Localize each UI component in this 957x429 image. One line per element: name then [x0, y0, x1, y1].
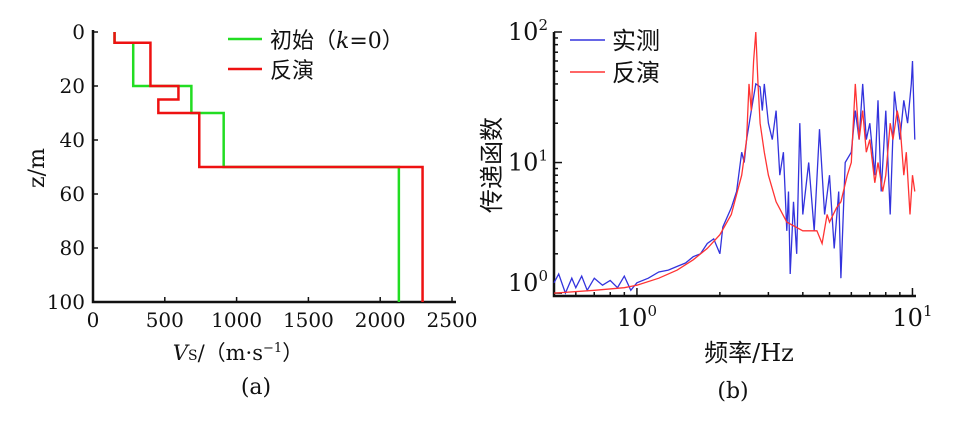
- x-axis-label-b: 频率/Hz: [704, 339, 794, 367]
- caption-b: (b): [717, 379, 748, 404]
- x-tick-label-b: 100: [617, 302, 657, 332]
- axes-b: [552, 32, 916, 298]
- x-tick-label-b: 101: [892, 302, 932, 332]
- legend-label-a: 初始（k=0）: [270, 29, 404, 54]
- y-axis-label-a: z/m: [25, 148, 50, 188]
- y-tick-label-a: 0: [72, 20, 85, 44]
- y-tick-label-a: 100: [47, 290, 85, 314]
- series-line-inverted: [113, 32, 424, 302]
- y-tick-label-b: 101: [508, 147, 548, 177]
- series-line-inverted: [553, 31, 916, 294]
- x-tick-label-a: 2000: [355, 308, 406, 332]
- y-tick-label-b: 102: [508, 16, 548, 46]
- caption-a: (a): [241, 375, 271, 400]
- x-tick-label-a: 0: [87, 308, 100, 332]
- legend-label-a: 反演: [270, 59, 314, 84]
- x-axis-label-a: VS/（m·s−1）: [173, 341, 303, 365]
- legend-label-b: 反演: [612, 59, 660, 87]
- x-tick-label-a: 1000: [211, 308, 262, 332]
- y-tick-label-a: 40: [60, 128, 85, 152]
- y-tick-label-a: 20: [60, 74, 85, 98]
- series-line-measured: [553, 60, 916, 295]
- y-tick-label-a: 60: [60, 182, 85, 206]
- y-axis-label-b: 传递函数: [478, 117, 506, 213]
- x-tick-label-a: 500: [146, 308, 184, 332]
- x-tick-label-a: 1500: [283, 308, 334, 332]
- x-tick-label-a: 2500: [427, 308, 478, 332]
- y-tick-label-b: 100: [508, 267, 548, 297]
- y-tick-label-a: 80: [60, 236, 85, 260]
- legend-label-b: 实测: [612, 27, 660, 55]
